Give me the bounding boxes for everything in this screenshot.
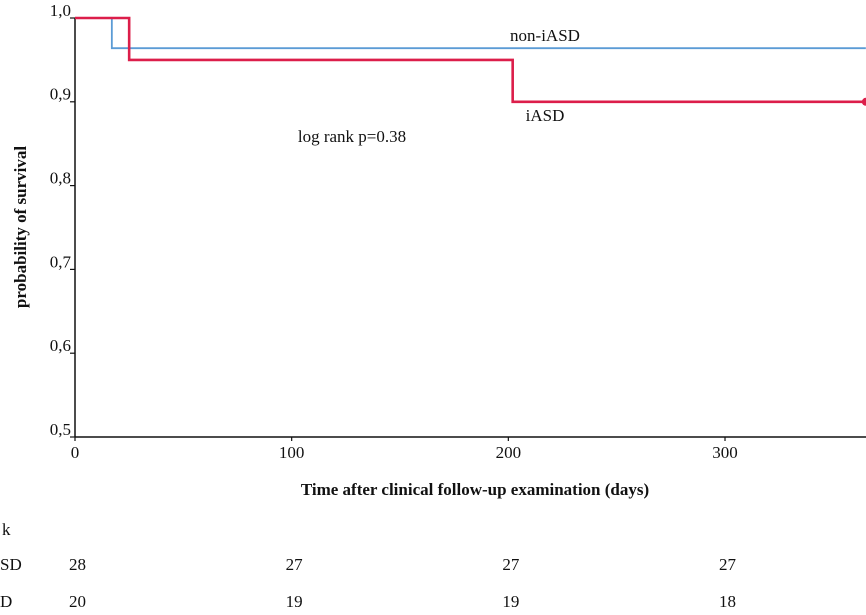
y-tick-label: 0,9: [50, 85, 71, 104]
risk-count: 27: [502, 555, 519, 574]
series-label: non-iASD: [510, 26, 580, 45]
y-tick-label: 0,7: [50, 252, 72, 271]
survival-curve: [75, 16, 866, 104]
risk-count: 27: [286, 555, 304, 574]
risk-count: 27: [719, 555, 737, 574]
risk-count: 19: [502, 592, 519, 611]
series-label: iASD: [526, 106, 565, 125]
y-axis-label: probability of survival: [11, 146, 30, 308]
y-tick-label: 0,8: [50, 169, 71, 188]
risk-row-label: SD: [0, 555, 22, 574]
y-tick-label: 0,6: [50, 336, 71, 355]
x-tick-label: 300: [712, 443, 738, 462]
x-axis-label: Time after clinical follow-up examinatio…: [301, 480, 649, 499]
survival-curve: [75, 17, 866, 50]
x-tick-label: 200: [496, 443, 522, 462]
x-tick-label: 100: [279, 443, 305, 462]
y-tick-label: 1,0: [50, 1, 71, 20]
risk-count: 28: [69, 555, 86, 574]
annotation: log rank p=0.38: [298, 127, 406, 146]
y-tick-label: 0,5: [50, 420, 71, 439]
risk-count: 18: [719, 592, 736, 611]
risk-count: 19: [286, 592, 303, 611]
risk-count: 20: [69, 592, 86, 611]
risk-row-label: D: [0, 592, 12, 611]
x-tick-label: 0: [71, 443, 80, 462]
censor-marker: [861, 97, 866, 106]
risk-table-title: k: [2, 520, 11, 539]
